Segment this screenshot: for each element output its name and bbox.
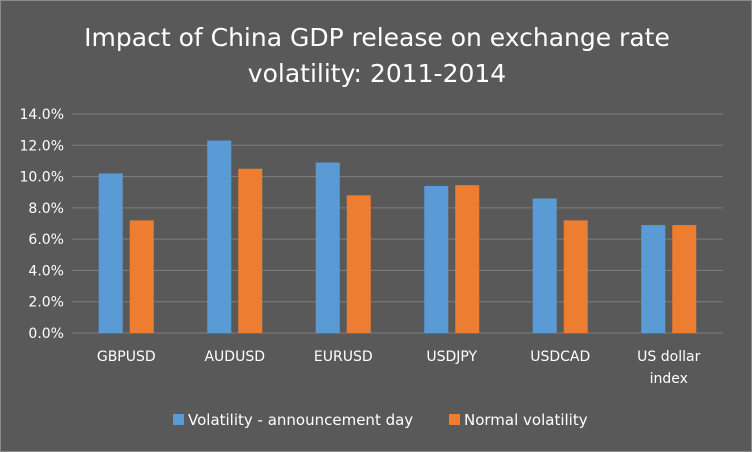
bar-announcement-5	[641, 225, 666, 333]
y-tick-label: 14.0%	[20, 107, 64, 123]
y-axis-tick-labels: 0.0% 2.0% 4.0% 6.0% 8.0% 10.0% 12.0% 14.0%	[20, 107, 64, 342]
legend-label: Volatility - announcement day	[188, 411, 413, 429]
chart-title: Impact of China GDP release on exchange …	[84, 23, 670, 88]
bar-announcement-2	[315, 162, 340, 333]
bar-announcement-0	[98, 173, 123, 333]
bar-announcement-1	[207, 140, 232, 333]
bar-normal-5	[672, 225, 697, 333]
x-category-label: AUDUSD	[204, 349, 265, 365]
y-tick-label: 10.0%	[20, 170, 64, 186]
x-axis-category-labels: GBPUSD AUDUSD EURUSD USDJPY USDCAD US dollar i…	[97, 349, 701, 387]
y-tick-label: 12.0%	[20, 138, 64, 154]
bar-normal-2	[346, 195, 371, 333]
y-tick-label: 8.0%	[28, 201, 64, 217]
x-category-label: USDJPY	[426, 349, 477, 365]
bar-announcement-4	[532, 198, 557, 333]
y-tick-label: 0.0%	[28, 326, 64, 342]
legend-swatch	[173, 414, 184, 425]
chart-title-line-1: Impact of China GDP release on exchange …	[84, 23, 670, 52]
bar-normal-4	[563, 220, 588, 333]
legend-label: Normal volatility	[464, 411, 588, 429]
x-category-label: EURUSD	[314, 349, 373, 365]
bars	[98, 140, 697, 333]
x-category-label: index	[650, 371, 688, 387]
chart-title-line-2: volatility: 2011-2014	[248, 59, 506, 88]
bar-normal-1	[238, 168, 263, 333]
y-tick-label: 6.0%	[28, 232, 64, 248]
bar-normal-3	[455, 185, 480, 333]
y-tick-label: 4.0%	[28, 263, 64, 279]
bar-normal-0	[129, 220, 154, 333]
legend-swatch	[449, 414, 460, 425]
x-category-label: USDCAD	[530, 349, 590, 365]
legend: Volatility - announcement day Normal vola…	[173, 411, 588, 429]
x-category-label: GBPUSD	[97, 349, 156, 365]
gridlines	[72, 113, 723, 334]
y-tick-label: 2.0%	[28, 295, 64, 311]
x-category-label: US dollar	[637, 349, 700, 365]
bar-announcement-3	[424, 185, 449, 333]
